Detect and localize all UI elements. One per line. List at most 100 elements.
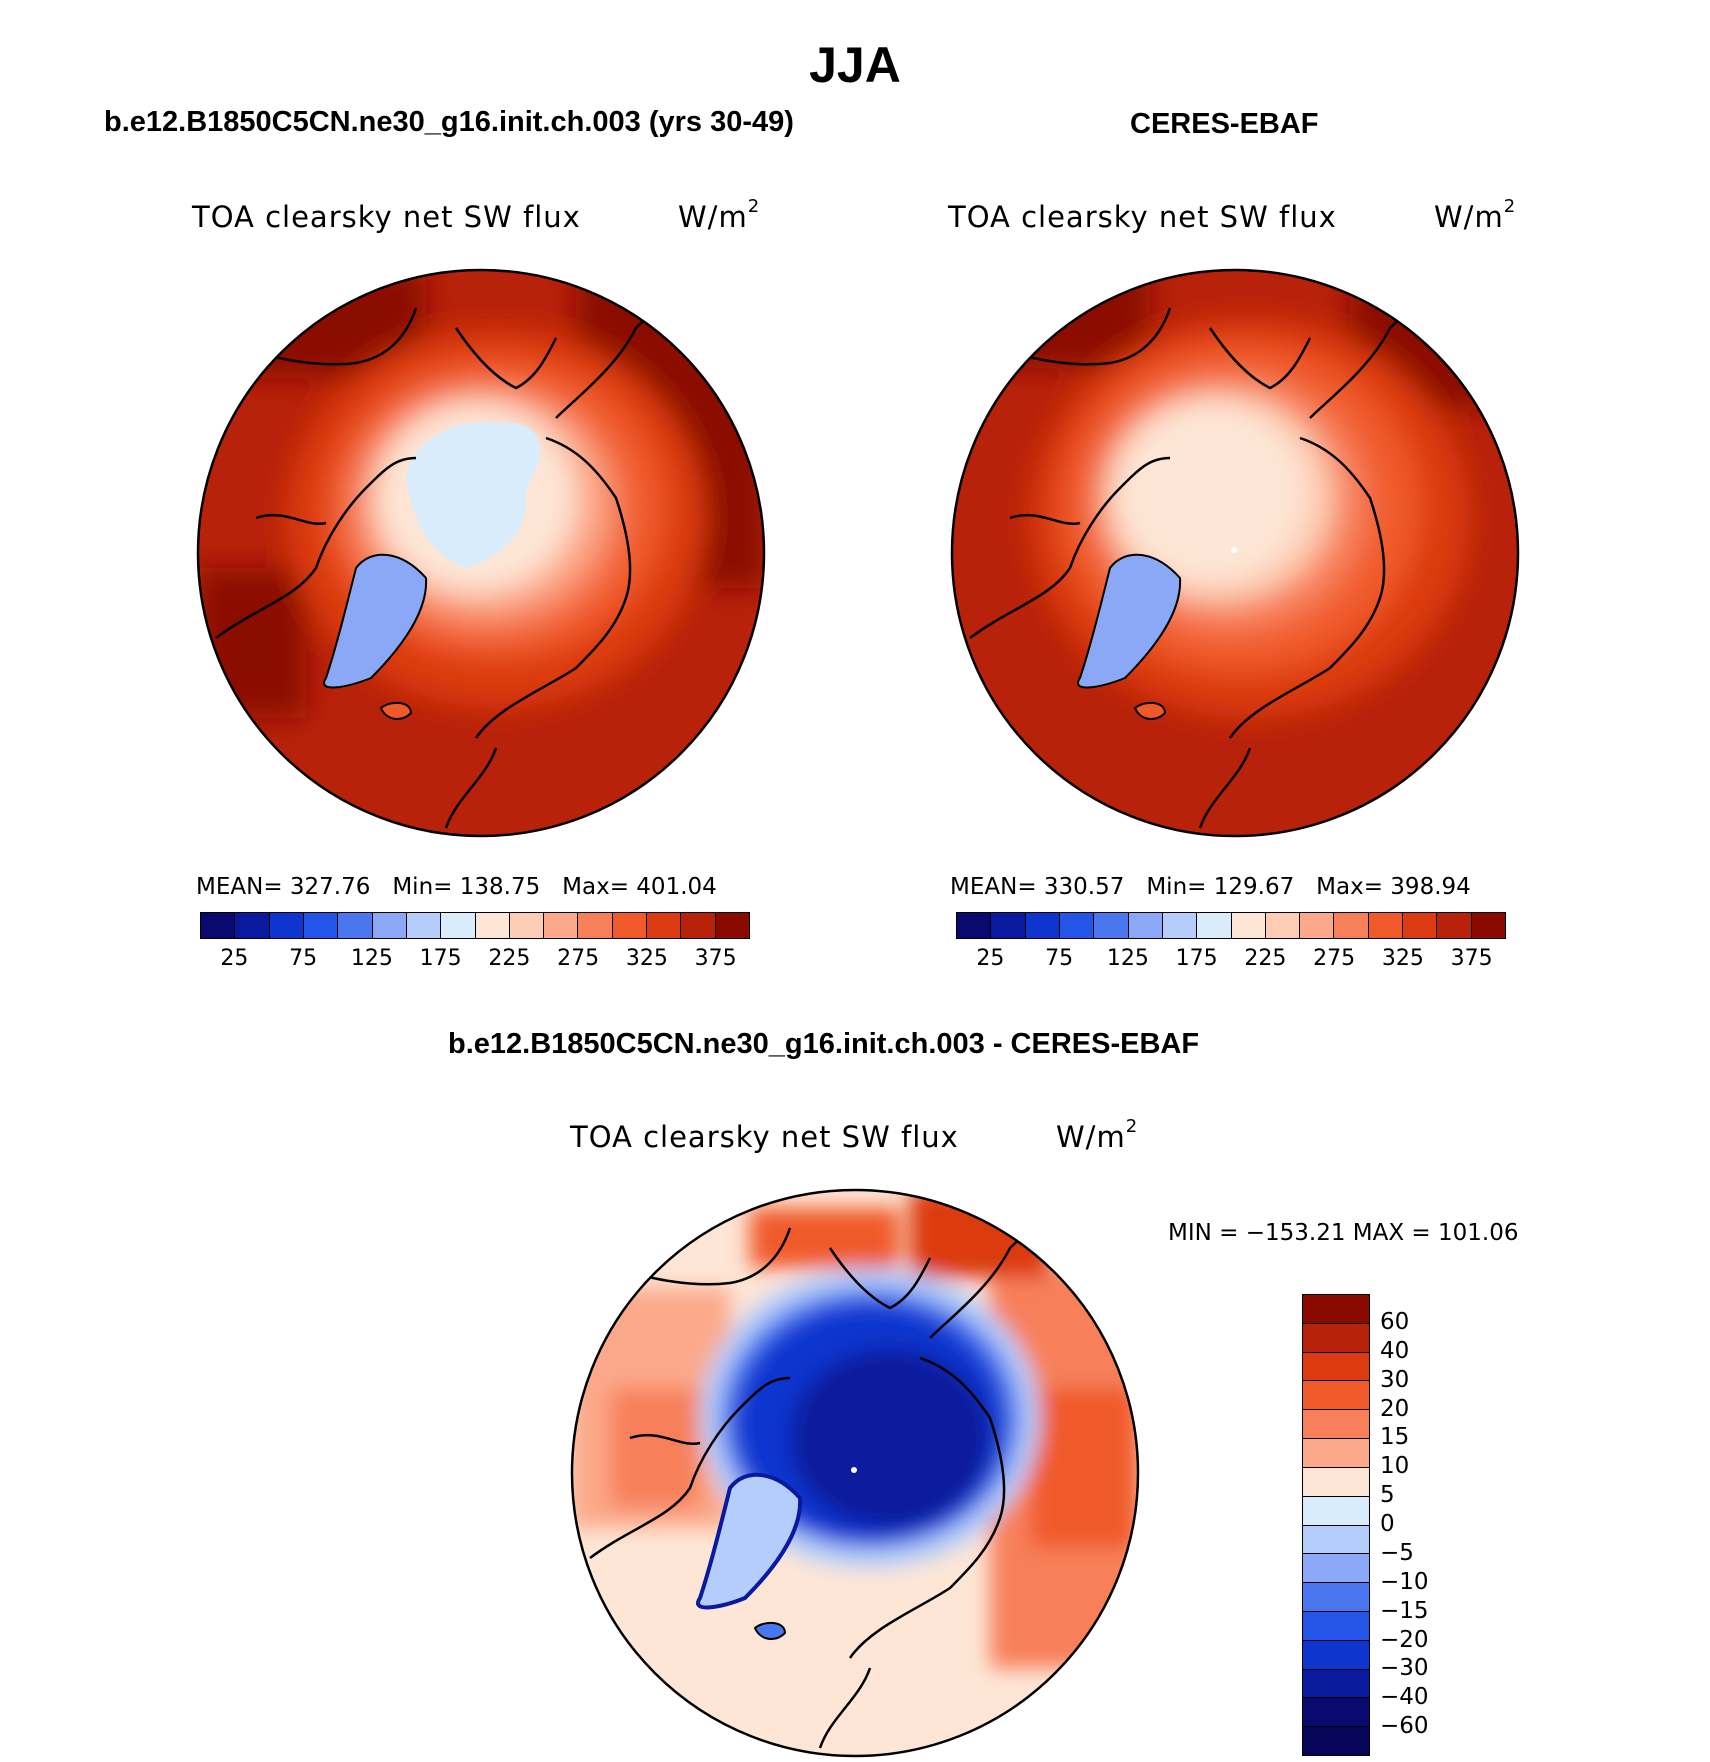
- panel2-greenland: [1077, 553, 1182, 689]
- panel1-greenland: [323, 553, 428, 689]
- panel1-stats: MEAN= 327.76 Min= 138.75 Max= 401.04: [196, 874, 717, 900]
- diff-coastline-north-america: [589, 1376, 791, 1560]
- colorbar-tick-label: 275: [1313, 946, 1356, 971]
- colorbar-tick-label: 25: [976, 946, 1005, 971]
- colorbar-swatch: [303, 913, 339, 938]
- colorbar-tick-label: −5: [1380, 1539, 1414, 1566]
- colorbar-swatch: [957, 913, 992, 938]
- colorbar-swatch: [1303, 1439, 1369, 1468]
- colorbar-swatch: [1303, 1381, 1369, 1411]
- colorbar-tick-label: 325: [625, 946, 668, 971]
- colorbar-swatch: [612, 913, 648, 938]
- colorbar-tick-label: −60: [1380, 1713, 1429, 1740]
- panel2-stats: MEAN= 330.57 Min= 129.67 Max= 398.94: [950, 874, 1471, 900]
- colorbar-swatch: [1303, 1554, 1369, 1584]
- colorbar-tick-label: 10: [1380, 1453, 1410, 1480]
- panel1-colorbar: [200, 912, 750, 939]
- colorbar-swatch: [406, 913, 442, 938]
- colorbar-swatch: [201, 913, 236, 938]
- colorbar-swatch: [1265, 913, 1301, 938]
- colorbar-tick-label: 75: [1045, 946, 1074, 971]
- panel1-title: b.e12.B1850C5CN.ne30_g16.init.ch.003 (yr…: [104, 106, 794, 138]
- diff-variable-label: TOA clearsky net SW flux: [570, 1120, 959, 1154]
- colorbar-tick-label: −10: [1380, 1568, 1429, 1595]
- colorbar-swatch: [1303, 1525, 1369, 1555]
- colorbar-tick-label: 175: [1175, 946, 1218, 971]
- colorbar-tick-label: 125: [1106, 946, 1149, 971]
- colorbar-swatch: [1437, 913, 1472, 938]
- colorbar-swatch: [235, 913, 270, 938]
- colorbar-tick-label: 125: [350, 946, 393, 971]
- colorbar-swatch: [1162, 913, 1198, 938]
- panel2-iceland: [1133, 701, 1167, 720]
- colorbar-swatch: [372, 913, 407, 938]
- colorbar-tick-label: 225: [488, 946, 531, 971]
- colorbar-swatch: [1303, 1698, 1369, 1728]
- colorbar-swatch: [681, 913, 716, 938]
- diff-colorbar-ticks: 60 40 30 20 15 10 5 0 −5 −10 −15 −20 −30 −40 −60: [1380, 1294, 1500, 1756]
- panel1-map: [196, 268, 766, 838]
- colorbar-swatch: [544, 913, 579, 938]
- colorbar-swatch: [1303, 1323, 1369, 1353]
- colorbar-swatch: [1300, 913, 1335, 938]
- colorbar-swatch: [1303, 1640, 1369, 1670]
- panel1-arctic-ice: [406, 422, 541, 568]
- colorbar-swatch: [991, 913, 1026, 938]
- colorbar-swatch: [1303, 1352, 1369, 1382]
- colorbar-swatch: [1303, 1669, 1369, 1699]
- colorbar-swatch: [1094, 913, 1129, 938]
- colorbar-swatch: [1303, 1467, 1369, 1497]
- colorbar-swatch: [715, 913, 749, 938]
- colorbar-swatch: [647, 913, 682, 938]
- colorbar-swatch: [509, 913, 545, 938]
- colorbar-swatch: [1303, 1611, 1369, 1641]
- panel1-variable-label: TOA clearsky net SW flux: [192, 200, 581, 234]
- colorbar-tick-label: 15: [1380, 1424, 1410, 1451]
- diff-units: W/m2: [1056, 1116, 1139, 1154]
- colorbar-swatch: [1303, 1727, 1369, 1755]
- figure-title: JJA: [809, 37, 901, 93]
- colorbar-swatch: [1059, 913, 1095, 938]
- colorbar-tick-label: 5: [1380, 1482, 1395, 1509]
- colorbar-swatch: [1231, 913, 1266, 938]
- colorbar-tick-label: 20: [1380, 1395, 1410, 1422]
- colorbar-swatch: [269, 913, 304, 938]
- colorbar-swatch: [1334, 913, 1369, 938]
- panel2-colorbar-ticks: 25 75 125 175 225 275 325 375: [956, 946, 1506, 976]
- colorbar-tick-label: 40: [1380, 1337, 1410, 1364]
- colorbar-swatch: [1368, 913, 1404, 938]
- colorbar-tick-label: 0: [1380, 1511, 1395, 1537]
- colorbar-tick-label: 225: [1244, 946, 1287, 971]
- diff-colorbar: [1302, 1294, 1370, 1756]
- colorbar-swatch: [1303, 1295, 1369, 1324]
- diff-range-text: MIN = −153.21 MAX = 101.06: [1168, 1220, 1519, 1246]
- panel1-colorbar-ticks: 25 75 125 175 225 275 325 375: [200, 946, 750, 976]
- colorbar-tick-label: 275: [557, 946, 600, 971]
- colorbar-swatch: [1303, 1496, 1369, 1526]
- colorbar-tick-label: −15: [1380, 1597, 1429, 1624]
- diff-title: b.e12.B1850C5CN.ne30_g16.init.ch.003 - C…: [448, 1028, 1200, 1060]
- colorbar-tick-label: 325: [1381, 946, 1424, 971]
- colorbar-swatch: [441, 913, 476, 938]
- colorbar-tick-label: 30: [1380, 1366, 1410, 1393]
- panel2-map: [950, 268, 1520, 838]
- colorbar-tick-label: 75: [289, 946, 318, 971]
- diff-map: [570, 1188, 1140, 1758]
- colorbar-tick-label: −40: [1380, 1684, 1429, 1711]
- colorbar-tick-label: 60: [1380, 1308, 1410, 1335]
- diff-greenland: [696, 1472, 803, 1610]
- colorbar-tick-label: 25: [220, 946, 249, 971]
- colorbar-swatch: [1471, 913, 1505, 938]
- colorbar-swatch: [338, 913, 373, 938]
- colorbar-swatch: [1303, 1410, 1369, 1440]
- colorbar-tick-label: −20: [1380, 1626, 1429, 1653]
- panel1-coastline-north-america: [215, 456, 417, 640]
- colorbar-swatch: [1197, 913, 1232, 938]
- colorbar-swatch: [1025, 913, 1060, 938]
- colorbar-tick-label: 375: [694, 946, 737, 971]
- colorbar-swatch: [475, 913, 510, 938]
- colorbar-swatch: [1403, 913, 1438, 938]
- panel2-title: CERES-EBAF: [1130, 108, 1319, 140]
- colorbar-swatch: [1128, 913, 1163, 938]
- panel1-units: W/m2: [678, 196, 761, 234]
